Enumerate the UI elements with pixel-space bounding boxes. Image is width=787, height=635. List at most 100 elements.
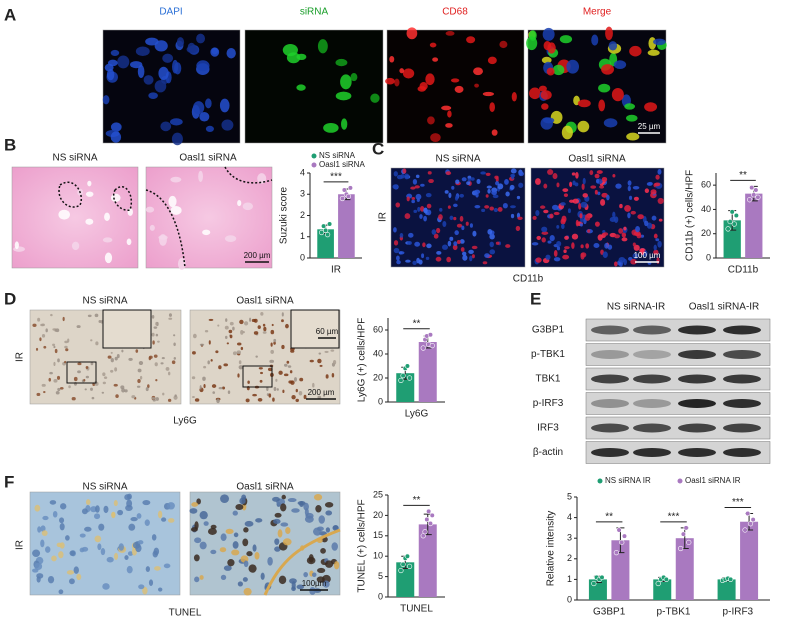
cell [242,202,253,211]
group-label: NS siRNA-IR [607,302,665,313]
cell [482,261,488,265]
cell [563,193,568,197]
cell [104,212,110,222]
cell [425,192,432,198]
cell [658,218,663,222]
cell [547,240,552,244]
cell [562,188,569,193]
blot-band [633,350,671,359]
cell [210,359,213,362]
cell [536,235,542,240]
cell [59,503,67,510]
cell [601,64,614,75]
cell [258,367,263,370]
inset [102,309,152,349]
cell [613,60,627,70]
bar [418,524,437,597]
micrograph [244,29,384,144]
row-label: IR [15,352,26,362]
cell [155,378,158,382]
cell [136,385,141,388]
cell [142,586,148,595]
cell [236,342,242,346]
cell [40,539,45,548]
cell [637,214,644,220]
cell [291,508,300,513]
cell [489,206,494,211]
bar [418,342,437,402]
cell [312,382,315,388]
micrograph [102,29,241,144]
cell [257,325,261,330]
cell [318,515,325,524]
cell [249,317,252,322]
cell [505,191,510,197]
cell [495,176,499,183]
cell [110,122,122,132]
cell [630,258,637,265]
data-point [341,187,348,193]
data-point [427,332,434,338]
cell [438,214,443,220]
cell [110,358,114,363]
data-point [619,539,625,545]
cell [271,323,274,327]
cell [135,349,139,353]
cell [51,555,57,562]
cell [56,375,61,380]
cell [624,205,632,212]
cell [469,255,473,262]
cell [545,254,551,260]
scale-label: 100 µm [634,251,661,260]
cell [577,120,590,133]
blot-label: p-TBK1 [531,349,565,360]
cell [415,174,420,179]
cell [148,579,154,587]
cell [447,110,452,118]
cell [138,584,145,590]
data-point [400,373,406,379]
cell [396,174,403,180]
cell [332,525,339,531]
cell [95,341,99,346]
data-point [731,221,737,227]
cell [235,504,244,510]
cell [223,363,229,367]
cell [278,575,287,585]
data-point [424,516,430,523]
data-point [725,226,731,232]
cell [204,330,209,333]
cell [203,384,206,389]
cell [203,521,209,526]
cell [396,255,400,261]
cell [263,326,267,332]
cell [632,242,636,247]
cell [575,219,579,227]
y-tick-label: 40 [701,204,711,214]
image-title: NS siRNA [82,296,127,307]
cell [47,575,55,584]
cell [224,325,229,330]
cell [102,583,110,590]
cell [153,547,160,556]
cell [613,216,619,223]
cell [655,174,660,180]
cell [655,238,660,242]
blot-band [678,399,716,408]
cell [597,191,601,196]
cell [259,379,263,383]
data-point [621,533,628,539]
cell [569,199,575,203]
overlays: 25 µm 200 µm 100 µm 60 µm 200 µm 100µm [58,122,661,596]
cell [233,532,239,538]
cell [168,518,175,523]
cell [582,193,588,198]
cell [393,227,397,233]
data-point [678,545,684,552]
cell [615,183,622,189]
cell [14,241,19,250]
bar [675,538,694,600]
cell [226,48,236,59]
cell [152,340,155,345]
cell [481,208,486,213]
